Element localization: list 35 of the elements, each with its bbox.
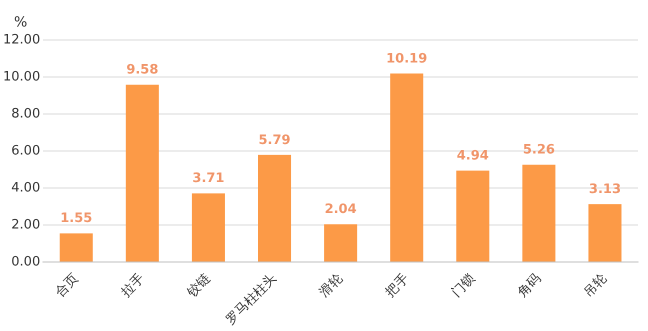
- y-tick-label: 12.00: [3, 32, 40, 48]
- x-tick-label: 门锁: [448, 270, 478, 300]
- data-label: 9.58: [126, 62, 158, 78]
- bar: [258, 154, 292, 262]
- bar: [192, 193, 225, 262]
- bar: [456, 170, 490, 262]
- x-tick-label: 吊轮: [581, 271, 610, 300]
- data-label: 3.13: [588, 182, 621, 197]
- data-label: 4.94: [456, 148, 489, 164]
- bar: [588, 204, 622, 262]
- data-label: 2.04: [324, 202, 357, 218]
- y-tick-label: 10.00: [3, 69, 40, 84]
- bar: [60, 233, 93, 262]
- bar: [324, 224, 358, 262]
- data-label: 5.79: [258, 132, 291, 148]
- x-tick-label: 角码: [515, 271, 544, 300]
- y-tick-label: 6.00: [11, 143, 40, 158]
- x-tick-label: 铰链: [184, 271, 214, 301]
- x-tick-label: 滑轮: [316, 271, 346, 300]
- bar: [126, 84, 159, 262]
- y-tick-label: 2.00: [11, 217, 40, 232]
- bar: [522, 164, 556, 262]
- data-label: 10.19: [386, 51, 428, 66]
- x-tick-label: 罗马柱柱头: [223, 271, 280, 328]
- data-label: 1.55: [60, 211, 92, 226]
- data-label: 5.26: [522, 142, 555, 158]
- y-tick-label: 8.00: [11, 106, 40, 122]
- y-axis-title: %: [14, 14, 28, 31]
- x-tick-label: 拉手: [118, 271, 148, 300]
- y-tick-label: 4.00: [11, 180, 40, 196]
- x-tick-label: 合页: [52, 271, 82, 300]
- data-label: 3.71: [192, 171, 224, 186]
- y-tick-label: 0.00: [11, 254, 40, 270]
- x-tick-label: 把手: [382, 271, 412, 300]
- bar: [390, 73, 424, 262]
